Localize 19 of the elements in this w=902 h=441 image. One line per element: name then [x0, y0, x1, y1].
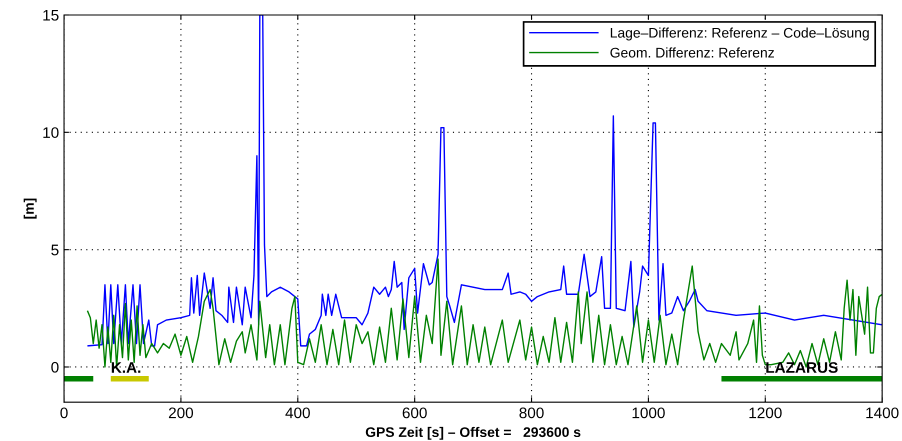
- x-tick-label: 800: [519, 407, 544, 418]
- x-tick-label: 1400: [866, 407, 899, 418]
- y-tick-label: 10: [43, 127, 59, 138]
- x-tick-label: 1000: [632, 407, 665, 418]
- legend-label: Lage–Differenz: Referenz – Code–Lösung: [610, 27, 869, 40]
- x-tick-label: 400: [285, 407, 310, 418]
- x-tick-label: 200: [168, 407, 194, 418]
- y-tick-label: 5: [51, 244, 59, 256]
- x-tick-label: 0: [60, 407, 68, 418]
- x-axis-title: GPS Zeit [s] – Offset = 293600 s: [366, 426, 580, 440]
- x-tick-label: 1200: [749, 407, 782, 418]
- y-tick-label: 15: [43, 10, 59, 21]
- x-tick-label: 600: [402, 407, 427, 418]
- y-axis-title: [m]: [24, 198, 37, 219]
- y-tick-label: 0: [51, 362, 59, 373]
- line-series: [86, 14, 882, 347]
- annotation: LAZARUS: [766, 362, 838, 373]
- legend-label: Geom. Differenz: Referenz: [610, 47, 774, 58]
- annotation: K.A.: [112, 362, 140, 373]
